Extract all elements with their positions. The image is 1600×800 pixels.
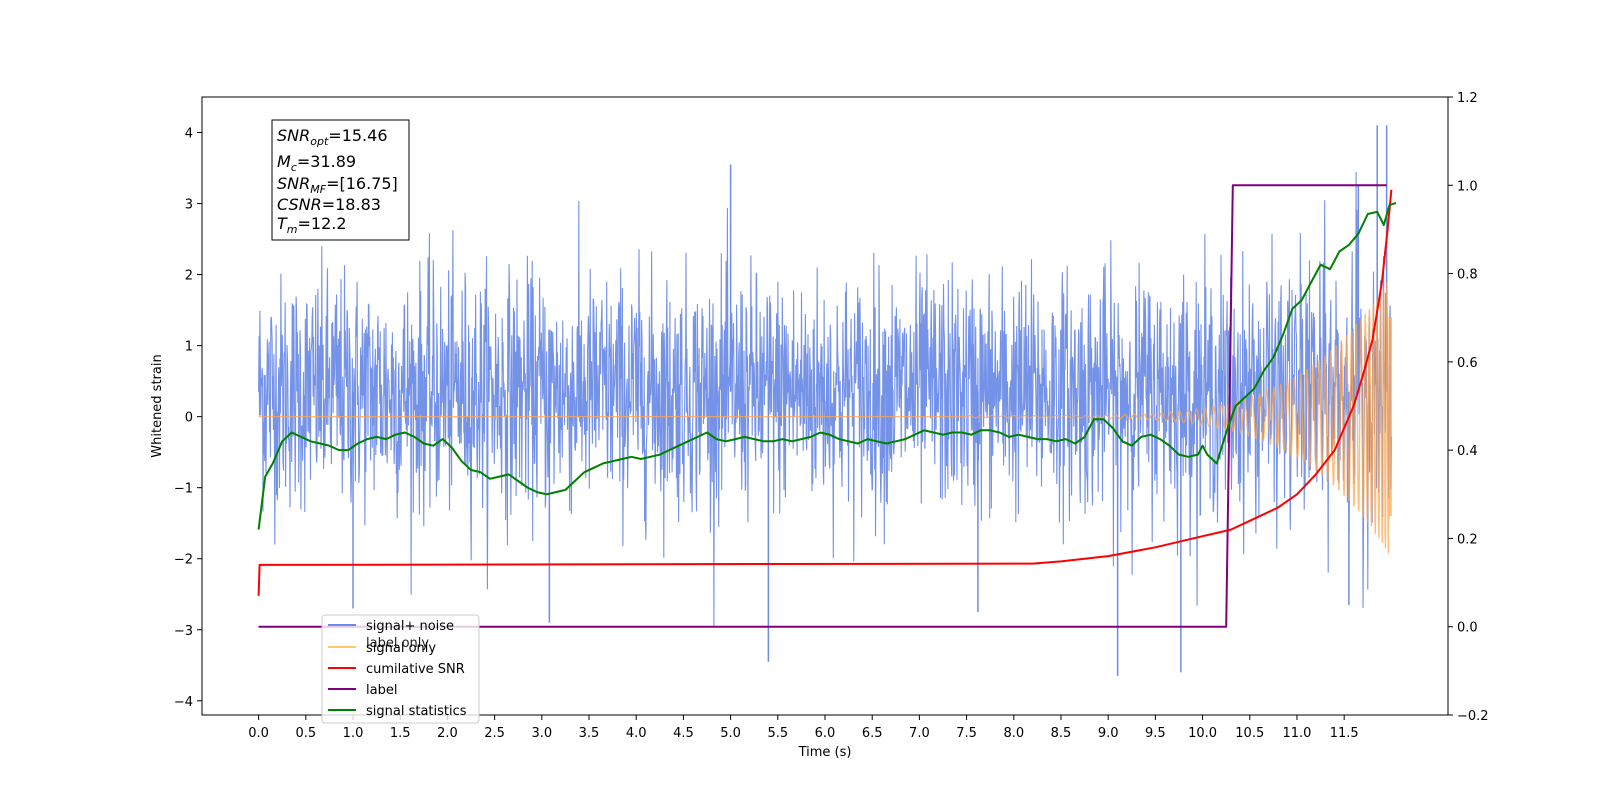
x-tick-label: 3.5 xyxy=(579,726,600,741)
y-tick-label: 2 xyxy=(185,269,193,284)
x-tick-label: 10.0 xyxy=(1188,726,1217,741)
plot-area xyxy=(257,125,1397,676)
signal-only-line xyxy=(258,281,1393,554)
x-tick-label: 9.0 xyxy=(1098,726,1119,741)
annotation-box: SNRopt=15.46 Mc=31.89 SNRMF=[16.75] CSNR… xyxy=(271,119,410,241)
legend-label: signal+ noise xyxy=(366,619,454,634)
x-tick-label: 3.0 xyxy=(531,726,552,741)
series-signal-only xyxy=(258,281,1393,554)
x-tick-label: 6.5 xyxy=(862,726,883,741)
y2-tick-label: −0.2 xyxy=(1457,709,1489,724)
signal-statistics-line xyxy=(257,201,1397,530)
x-tick-label: 7.5 xyxy=(956,726,977,741)
y-tick-label: 4 xyxy=(185,127,193,142)
y-axis-label: Whitened strain xyxy=(150,354,165,457)
y2-tick-label: 0.8 xyxy=(1457,268,1478,283)
legend-entry: signal only xyxy=(328,641,436,656)
y2-tick-label: 0.2 xyxy=(1457,532,1478,547)
legend-entry: signal+ noise xyxy=(328,619,454,634)
legend: label only signal+ noise signal only cum… xyxy=(321,614,480,724)
annotation-mc: Mc=31.89 xyxy=(277,152,356,174)
y2-tick-label: 0.4 xyxy=(1457,444,1478,459)
y-tick-label: −4 xyxy=(174,695,193,710)
annotation-csnr: CSNR=18.83 xyxy=(277,195,381,214)
y-axis-ticks: 4 3 2 1 0 −1 −2 −3 −4 xyxy=(174,127,202,710)
x-tick-label: 5.5 xyxy=(767,726,788,741)
y-tick-label: 3 xyxy=(185,198,193,213)
series-label xyxy=(258,184,1387,628)
legend-label: label xyxy=(366,683,397,698)
x-tick-label: 9.5 xyxy=(1145,726,1166,741)
x-tick-label: 11.5 xyxy=(1330,726,1359,741)
legend-frame xyxy=(321,614,480,724)
x-tick-label: 5.0 xyxy=(720,726,741,741)
x-tick-label: 2.5 xyxy=(484,726,505,741)
x-tick-label: 1.0 xyxy=(343,726,364,741)
x-tick-label: 8.0 xyxy=(1003,726,1024,741)
y2-axis-ticks: 1.2 1.0 0.8 0.6 0.4 0.2 0.0 −0.2 xyxy=(1448,91,1489,724)
y-tick-label: 1 xyxy=(185,340,193,355)
legend-label: signal only xyxy=(366,641,436,656)
y2-tick-label: 0.0 xyxy=(1457,621,1478,636)
signal-noise-line xyxy=(258,171,1392,627)
legend-label: signal statistics xyxy=(366,704,467,719)
x-tick-label: 4.0 xyxy=(626,726,647,741)
x-axis-label: Time (s) xyxy=(798,745,852,760)
cumulative-snr-line xyxy=(257,189,1393,596)
x-tick-label: 6.0 xyxy=(815,726,836,741)
annotation-snr-mf: SNRMF=[16.75] xyxy=(277,174,398,196)
annotation-frame xyxy=(271,119,410,241)
legend-entry: signal statistics xyxy=(328,704,467,719)
y2-tick-label: 1.2 xyxy=(1457,91,1478,106)
x-tick-label: 10.5 xyxy=(1235,726,1264,741)
series-cumulative-snr xyxy=(257,189,1393,596)
legend-hidden-label: label only xyxy=(366,636,429,651)
legend-label: cumilative SNR xyxy=(366,662,465,677)
x-tick-label: 1.5 xyxy=(390,726,411,741)
annotation-snr-opt: SNRopt=15.46 xyxy=(277,126,388,148)
x-tick-label: 7.0 xyxy=(909,726,930,741)
x-tick-label: 0.0 xyxy=(248,726,269,741)
x-axis-ticks: 0.0 0.5 1.0 1.5 2.0 2.5 3.0 3.5 4.0 4.5 5.0 5.5 6.0 6… xyxy=(248,715,1359,741)
legend-entry: cumilative SNR xyxy=(328,662,465,677)
y2-tick-label: 1.0 xyxy=(1457,179,1478,194)
x-tick-label: 4.5 xyxy=(673,726,694,741)
y-tick-label: −2 xyxy=(174,553,193,568)
y2-tick-label: 0.6 xyxy=(1457,356,1478,371)
x-tick-label: 2.0 xyxy=(437,726,458,741)
y-tick-label: −3 xyxy=(174,624,193,639)
legend-entry: label xyxy=(328,683,397,698)
y-tick-label: −1 xyxy=(174,482,193,497)
label-line xyxy=(258,184,1387,628)
x-tick-label: 8.5 xyxy=(1051,726,1072,741)
y-tick-label: 0 xyxy=(185,411,193,426)
x-tick-label: 0.5 xyxy=(295,726,316,741)
annotation-tm: Tm=12.2 xyxy=(277,214,347,236)
series-signal-statistics xyxy=(257,201,1397,530)
x-tick-label: 11.0 xyxy=(1282,726,1311,741)
